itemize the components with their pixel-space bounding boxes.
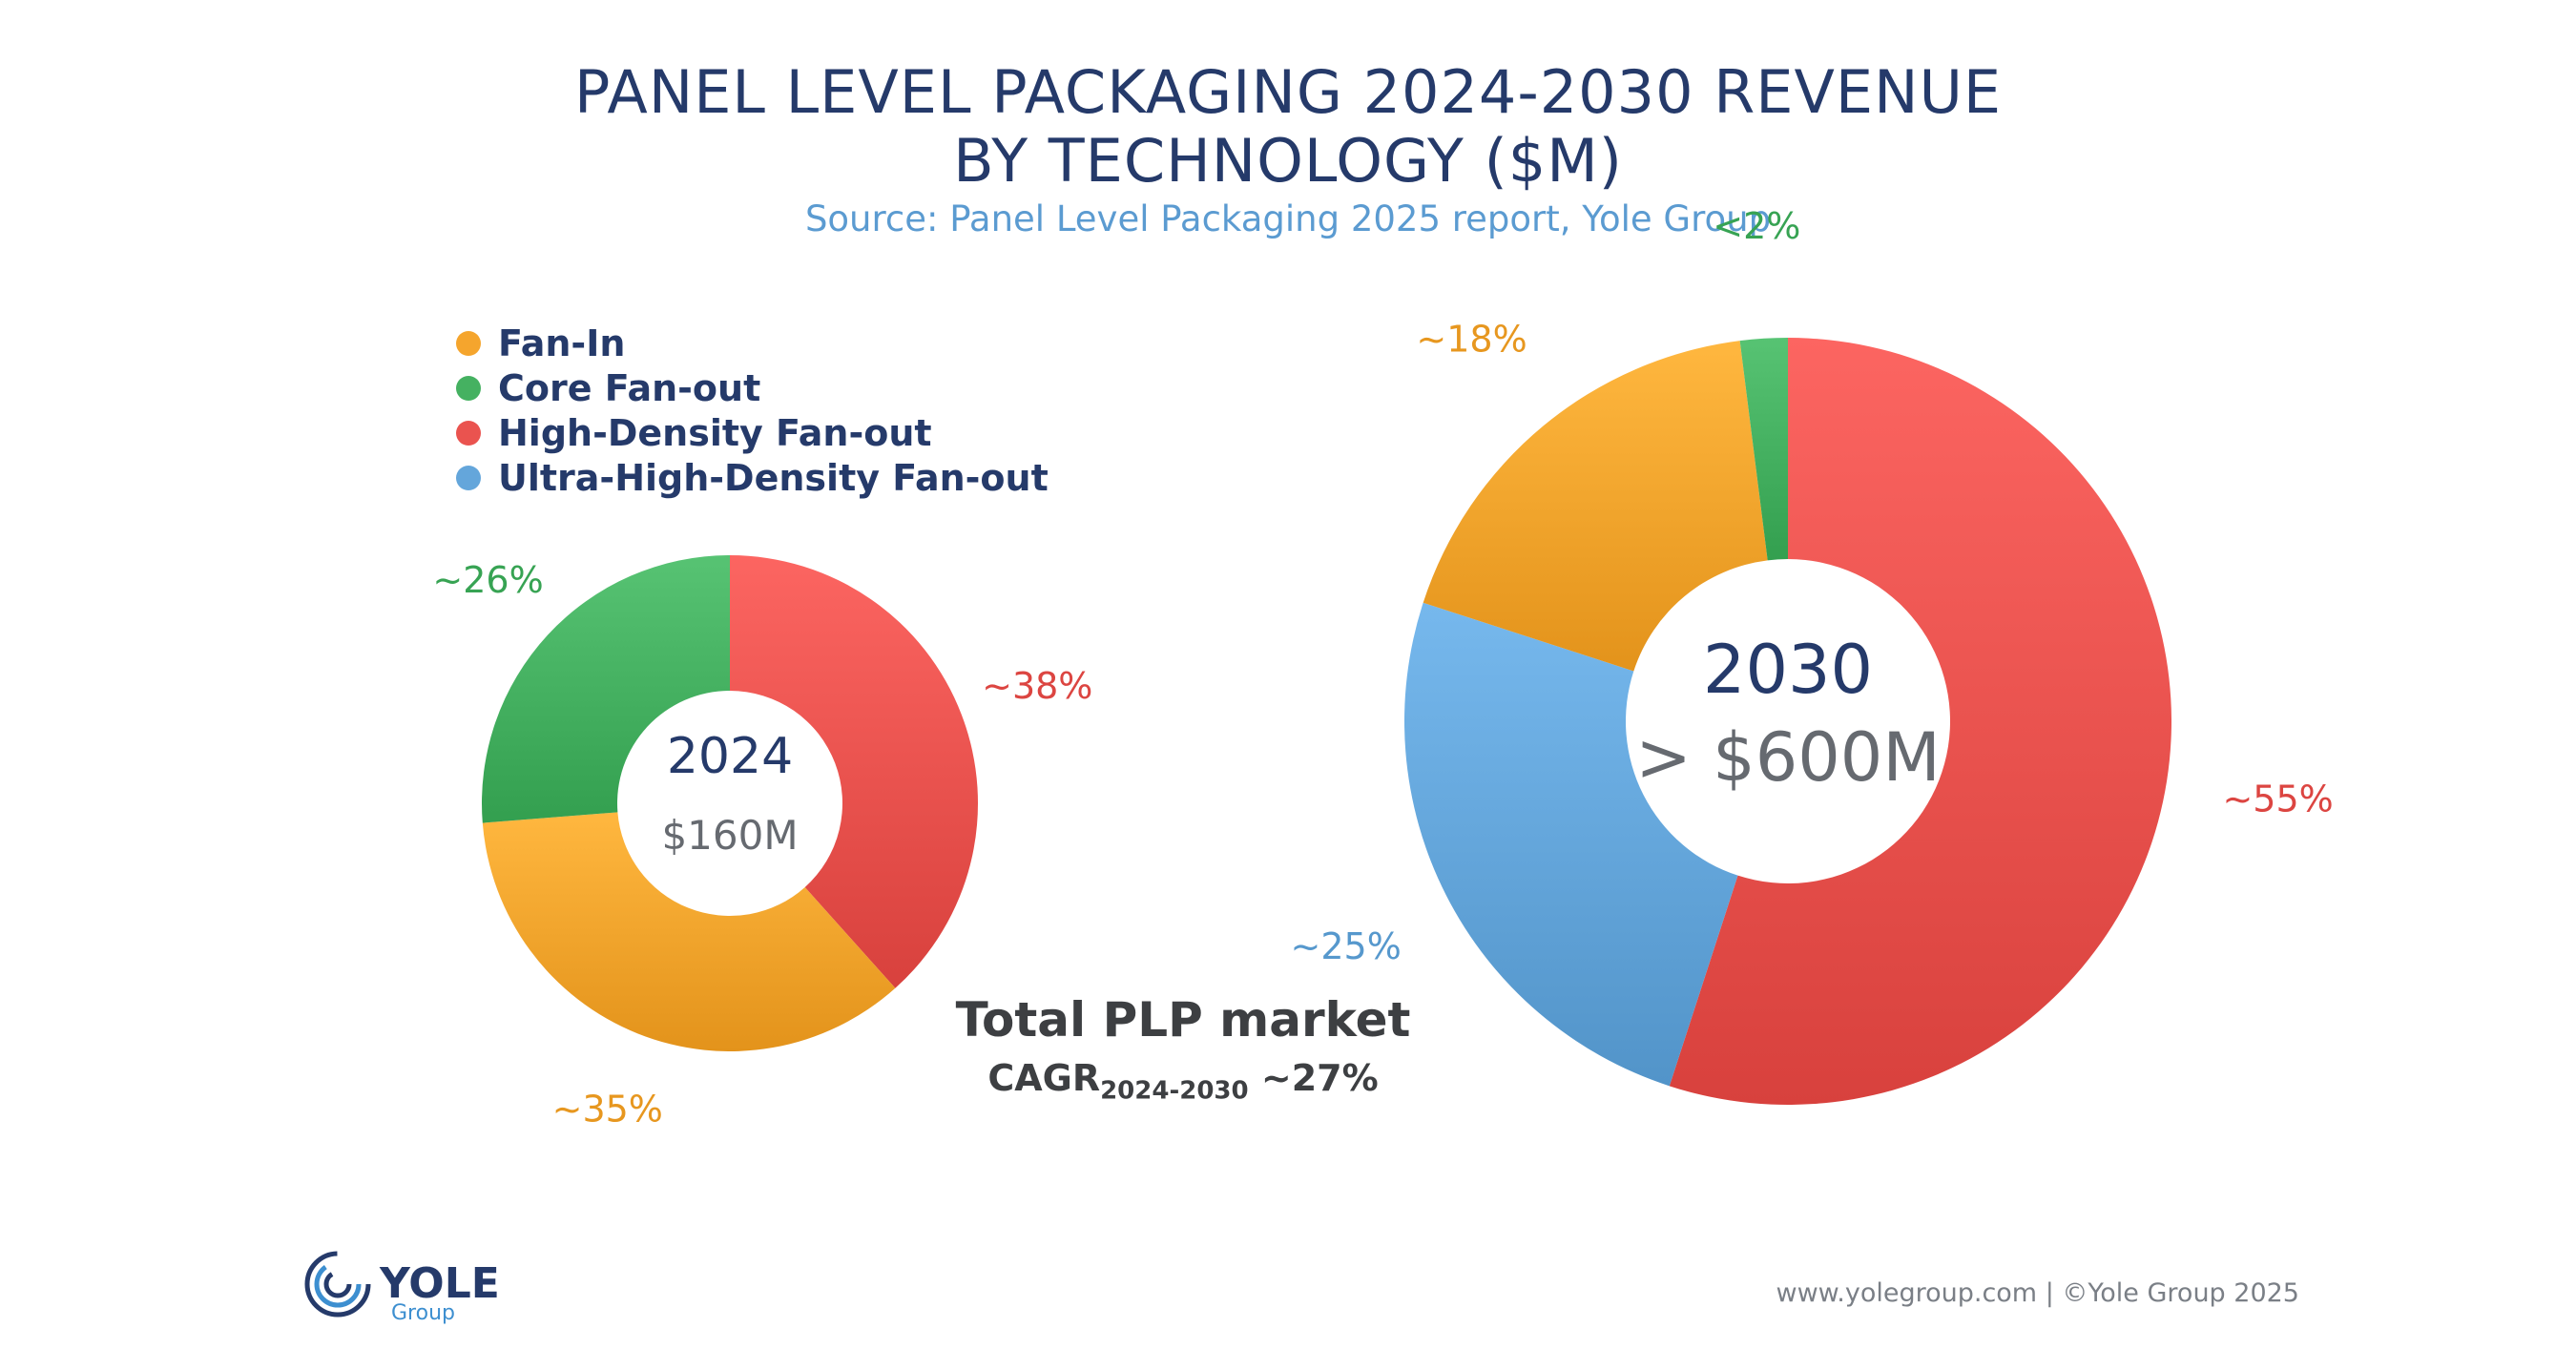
legend-item-core-fan-out: Core Fan-out [456,365,1049,410]
donut-2024: ~38% ~35% ~26% 2024 $160M [432,555,1092,1130]
total-market-title: Total PLP market [955,992,1411,1048]
data-label-fan-in-2030: ~18% [1416,318,1527,360]
data-label-fan-in-2024: ~35% [552,1088,663,1130]
legend-swatch-core-fan-out [456,375,481,401]
yole-logo-icon [304,1251,371,1318]
center-year-2030: 2030 [1703,631,1873,709]
data-label-core-fan-out-2024: ~26% [432,559,543,601]
cagr-period: 2024-2030 [1100,1076,1249,1106]
data-label-high-density-fan-out-2024: ~38% [982,665,1092,707]
slice-core-fan-out-2024 [482,555,730,823]
cagr-text: CAGR2024-2030 ~27% [935,1057,1431,1106]
legend-label: Fan-In [498,322,626,364]
yole-logo: YOLE [303,1250,500,1318]
slice-fan-in-2030 [1423,341,1768,672]
legend-label: Ultra-High-Density Fan-out [498,456,1049,499]
slice-fan-in-2024 [482,812,896,1052]
chart-title-line-2: BY TECHNOLOGY ($M) [953,126,1623,196]
center-value-2024: $160M [661,812,798,859]
chart-title-line-1: PANEL LEVEL PACKAGING 2024-2030 REVENUE [574,57,2002,127]
cagr-prefix: CAGR [987,1057,1101,1099]
legend-label: High-Density Fan-out [498,411,932,454]
donut-2030: ~55% ~25% ~18% <2% 2030 > $600M [1291,205,2334,1106]
footer-credit: www.yolegroup.com | ©Yole Group 2025 [1776,1278,2299,1308]
cagr-value: ~27% [1248,1057,1379,1099]
center-year-2024: 2024 [667,728,793,785]
legend-item-uhd-fan-out: Ultra-High-Density Fan-out [456,455,1049,500]
legend-swatch-uhd-fan-out [456,465,481,490]
slice-core-fan-out-2030 [1739,338,1788,561]
legend-label: Core Fan-out [498,366,761,409]
data-label-ultra-high-density-fan-out-2030: ~25% [1291,925,1402,967]
legend-item-hd-fan-out: High-Density Fan-out [456,410,1049,455]
legend-swatch-hd-fan-out [456,420,481,446]
logo-sub: Group [391,1301,455,1325]
data-label-high-density-fan-out-2030: ~55% [2222,778,2333,820]
logo-name: YOLE [380,1259,500,1308]
slice-high-density-fan-out-2024 [730,555,978,988]
legend-swatch-fan-in [456,330,481,356]
center-value-2030: > $600M [1635,718,1940,797]
legend-item-fan-in: Fan-In [456,321,1049,365]
slice-ultra-high-density-fan-out-2030 [1404,602,1738,1087]
legend: Fan-In Core Fan-out High-Density Fan-out… [456,321,1049,500]
chart-subtitle: Source: Panel Level Packaging 2025 repor… [804,198,1772,239]
data-label-core-fan-out-2030: <2% [1713,205,1800,247]
slice-high-density-fan-out-2030 [1669,338,2172,1106]
logo-wordmark: YOLE [380,1263,500,1305]
